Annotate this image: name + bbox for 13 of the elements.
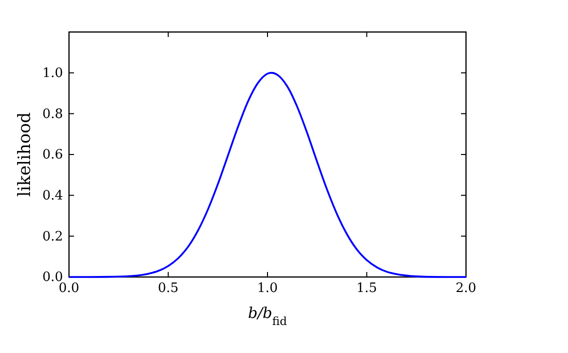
x-tick-label: 1.5 <box>356 281 378 296</box>
y-tick-label: 0.4 <box>42 188 63 204</box>
y-tick-label: 0.2 <box>42 229 63 244</box>
x-tick-label: 1.0 <box>257 281 278 296</box>
x-tick-label: 2.0 <box>456 281 476 296</box>
y-tick-label: 0.6 <box>42 148 63 163</box>
x-axis-title: b/b$_{fid}$ <box>248 304 287 328</box>
line-series <box>68 72 467 278</box>
y-axis-title: likelihood <box>15 112 35 197</box>
y-tick-label: 0.8 <box>42 106 63 122</box>
y-tick-label: 1.0 <box>42 66 63 81</box>
x-tick-label: 0.0 <box>58 281 80 296</box>
x-tick-label: 0.5 <box>158 281 179 296</box>
